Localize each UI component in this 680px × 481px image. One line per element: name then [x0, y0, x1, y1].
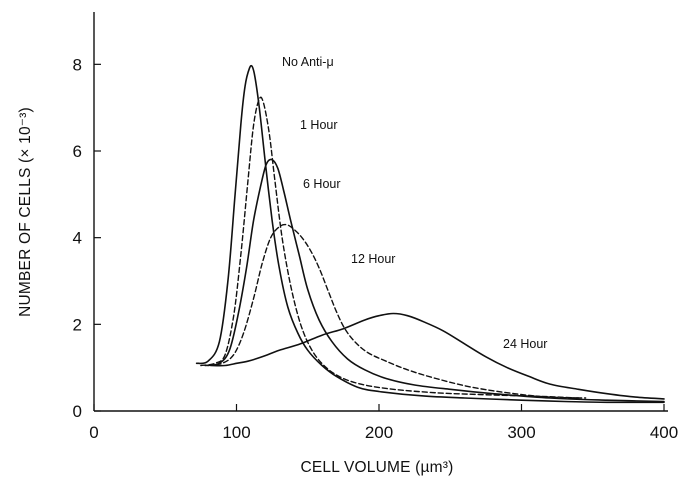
y-tick-label: 2	[73, 315, 82, 334]
series-line-6-hour	[204, 158, 665, 403]
series-label-24-hour: 24 Hour	[503, 337, 547, 351]
series-line-12-hour	[207, 223, 587, 399]
y-axis-title: NUMBER OF CELLS (× 10⁻³)	[17, 107, 34, 317]
x-axis-title: CELL VOLUME (µm³)	[301, 459, 454, 476]
series-labels: No Anti-μ 1 Hour 6 Hour 12 Hour 24 Hour	[282, 55, 547, 351]
series-label-6-hour: 6 Hour	[303, 177, 341, 191]
ticks: 0 100 200 300 400 0 2 4 6 8	[73, 55, 679, 442]
series-line-1-hour	[200, 96, 580, 399]
x-tick-label: 400	[650, 423, 678, 442]
series-label-no-anti-mu: No Anti-μ	[282, 55, 334, 69]
plot-area: 0 100 200 300 400 0 2 4 6 8 No Anti-μ 1 Hour 6 Ho…	[73, 12, 679, 442]
x-tick-label: 100	[222, 423, 250, 442]
y-tick-label: 4	[73, 229, 82, 248]
x-tick-label: 0	[89, 423, 98, 442]
y-tick-label: 6	[73, 142, 82, 161]
y-tick-label: 0	[73, 402, 82, 421]
series-line-24-hour	[210, 312, 665, 400]
series-line-no-anti	[195, 64, 665, 404]
y-tick-label: 8	[73, 55, 82, 74]
x-tick-label: 200	[365, 423, 393, 442]
series-label-12-hour: 12 Hour	[351, 252, 395, 266]
series-label-1-hour: 1 Hour	[300, 118, 338, 132]
series-curves	[195, 64, 665, 404]
x-tick-label: 300	[507, 423, 535, 442]
